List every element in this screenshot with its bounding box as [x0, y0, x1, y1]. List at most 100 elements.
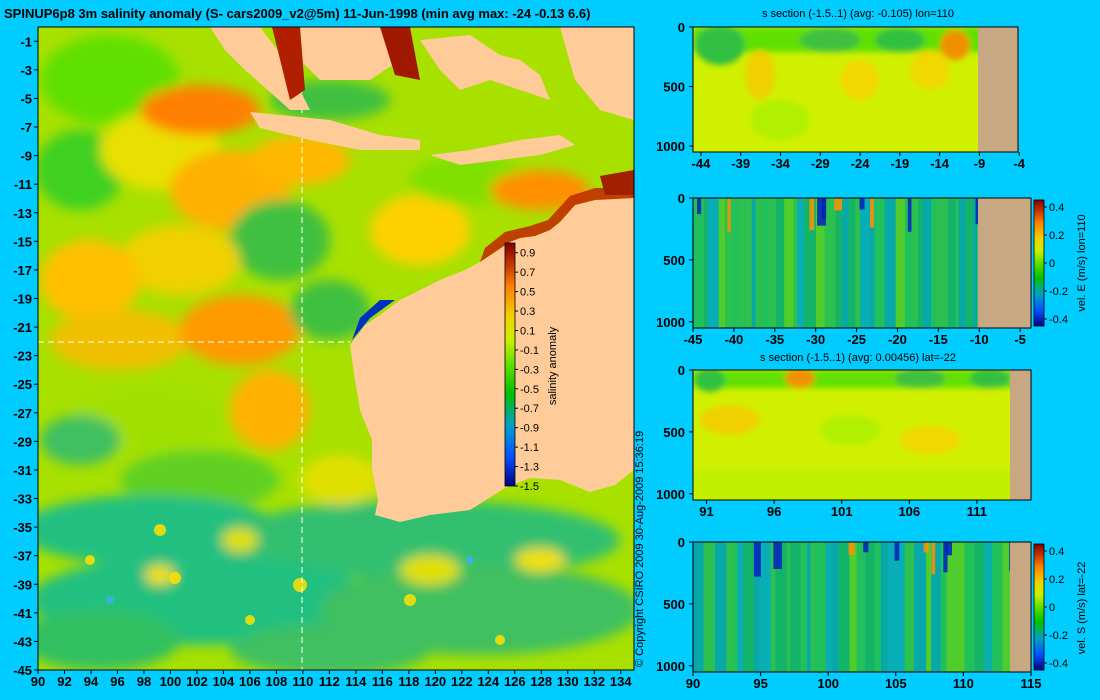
main-y-tick-label: -45 [13, 663, 32, 678]
section-u-lon-colorbar [1033, 199, 1045, 327]
s4-x-tick-label: 100 [817, 676, 839, 691]
s2-y-tick-label: 1000 [656, 315, 685, 330]
s1-y-tick-label: 500 [663, 80, 685, 95]
main-x-tick-label: 114 [345, 674, 367, 689]
main-colorbar: 0.9 0.7 0.5 0.3 0.1 -0.1 -0.3 -0.5 -0.7 -0.9 -1.1 -… [504, 242, 559, 493]
main-y-tick-label: -7 [20, 120, 32, 135]
s2-x-tick-label: -40 [724, 332, 743, 347]
main-x-tick-label: 108 [266, 674, 288, 689]
timor-warm [600, 170, 634, 195]
cb-tick-label: -0.4 [1049, 314, 1068, 326]
main-y-tick-label: -1 [20, 34, 32, 49]
s4-x-tick-label: 115 [1021, 676, 1042, 691]
s1-x-tick-label: -24 [851, 156, 871, 171]
s3-y-tick-label: 500 [663, 425, 685, 440]
section-s-lon-frame [692, 26, 1019, 153]
section-s-lat: s section (-1.5..1) (avg: 0.00456) lat=-… [656, 352, 1032, 519]
section-v-lat-land [1010, 542, 1031, 672]
main-x-tick-label: 126 [504, 674, 526, 689]
s4-y-tick-label: 1000 [656, 659, 685, 674]
s2-x-tick-label: -30 [806, 332, 825, 347]
main-x-tick-label: 92 [57, 674, 71, 689]
s1-x-tick-label: -9 [974, 156, 986, 171]
s3-y-tick-label: 1000 [656, 487, 685, 502]
main-y-tick-label: -9 [20, 149, 32, 164]
section-s-lat-y-ticks: 0 500 1000 [656, 363, 693, 502]
section-u-lon-x-ticks: -45 -40 -35 -30 -25 -20 -15 -10 -5 [684, 328, 1026, 347]
java-land [250, 112, 420, 150]
s3-x-tick-label: 106 [898, 504, 920, 519]
section-v-lat-y-ticks: 0 500 1000 [656, 535, 693, 674]
s1-x-tick-label: -29 [811, 156, 830, 171]
main-cb-tick-label: -0.7 [520, 403, 539, 415]
main-y-tick-label: -15 [13, 234, 32, 249]
section-v-lat-x-ticks: 90 95 100 105 110 115 [686, 672, 1042, 691]
section-v-lat: 90 95 100 105 110 115 0 500 1000 0.4 0.2 0 -0.2 -0.… [656, 535, 1088, 691]
section-u-lon-colorbar-ticks: 0.4 0.2 0 -0.2 -0.4 [1044, 202, 1068, 326]
main-map-x-ticks: 90 92 94 96 98 100 102 104 106 108 110 112 114 116 118… [31, 670, 632, 689]
s2-x-tick-label: -25 [847, 332, 866, 347]
main-x-tick-label: 120 [424, 674, 446, 689]
main-y-tick-label: -35 [13, 520, 32, 535]
section-s-lat-land [1010, 370, 1031, 500]
section-s-lon: s section (-1.5..1) (avg: -0.105) lon=11… [656, 8, 1026, 171]
main-x-tick-label: 104 [213, 674, 235, 689]
section-v-lat-colorbar-label: vel. S (m/s) lat=-22 [1076, 562, 1088, 655]
main-map-y-ticks: -1 -3 -5 -7 -9 -11 -13 -15 -17 -19 -21 -23 -25 -27 -29… [13, 34, 38, 678]
borneo-warm [380, 27, 420, 80]
section-s-lat-title: s section (-1.5..1) (avg: 0.00456) lat=-… [760, 352, 956, 364]
strait-warm [272, 27, 305, 100]
main-x-tick-label: 116 [372, 674, 393, 689]
s3-x-tick-label: 111 [967, 504, 987, 519]
s1-x-tick-label: -14 [930, 156, 950, 171]
s3-x-tick-label: 101 [831, 504, 853, 519]
main-y-tick-label: -31 [13, 463, 32, 478]
main-y-tick-label: -11 [14, 177, 32, 192]
main-x-tick-label: 132 [583, 674, 605, 689]
main-x-tick-label: 96 [110, 674, 124, 689]
s2-x-tick-label: -45 [684, 332, 703, 347]
main-cb-tick-label: 0.5 [520, 287, 535, 299]
section-v-lat-colorbar-ticks: 0.4 0.2 0 -0.2 -0.4 [1044, 546, 1068, 670]
main-cb-tick-label: -0.1 [520, 345, 539, 357]
s4-y-tick-label: 0 [678, 535, 685, 550]
section-s-lon-land [978, 27, 1018, 152]
main-cb-tick-label: -1.3 [520, 462, 539, 474]
main-y-tick-label: -19 [13, 291, 32, 306]
main-x-tick-label: 106 [239, 674, 261, 689]
cb-tick-label: -0.4 [1049, 658, 1068, 670]
s1-y-tick-label: 1000 [656, 139, 685, 154]
section-s-lon-x-ticks: -44 -39 -34 -29 -24 -19 -14 -9 -4 [692, 152, 1026, 171]
main-y-tick-label: -23 [13, 349, 32, 364]
main-y-tick-label: -21 [13, 320, 32, 335]
s4-x-tick-label: 110 [953, 676, 974, 691]
main-map-frame [37, 26, 635, 671]
main-y-tick-label: -5 [20, 91, 32, 106]
s1-x-tick-label: -34 [771, 156, 791, 171]
cb-tick-label: 0 [1049, 258, 1055, 270]
main-map: 90 92 94 96 98 100 102 104 106 108 110 112 114 116 118… [13, 26, 635, 689]
s2-x-tick-label: -20 [888, 332, 907, 347]
main-x-tick-label: 130 [557, 674, 579, 689]
section-s-lon-y-ticks: 0 500 1000 [656, 20, 693, 154]
main-y-tick-label: -13 [13, 206, 32, 221]
cb-tick-label: 0.2 [1049, 574, 1064, 586]
cb-tick-label: 0 [1049, 602, 1055, 614]
main-x-tick-label: 122 [451, 674, 473, 689]
s4-y-tick-label: 500 [663, 597, 685, 612]
s2-x-tick-label: -5 [1014, 332, 1026, 347]
s3-x-tick-label: 91 [699, 504, 713, 519]
s4-x-tick-label: 105 [885, 676, 907, 691]
main-cb-tick-label: -1.1 [520, 442, 539, 454]
section-s-lat-x-ticks: 91 96 101 106 111 [699, 500, 987, 519]
s3-y-tick-label: 0 [678, 363, 685, 378]
main-x-tick-label: 112 [319, 674, 340, 689]
lesser-sunda-land [430, 135, 575, 165]
main-y-tick-label: -3 [20, 63, 32, 78]
main-colorbar-label: salinity anomaly [547, 326, 559, 405]
cb-tick-label: 0.4 [1049, 202, 1064, 214]
main-x-tick-label: 118 [398, 674, 419, 689]
australia-land [350, 198, 634, 522]
